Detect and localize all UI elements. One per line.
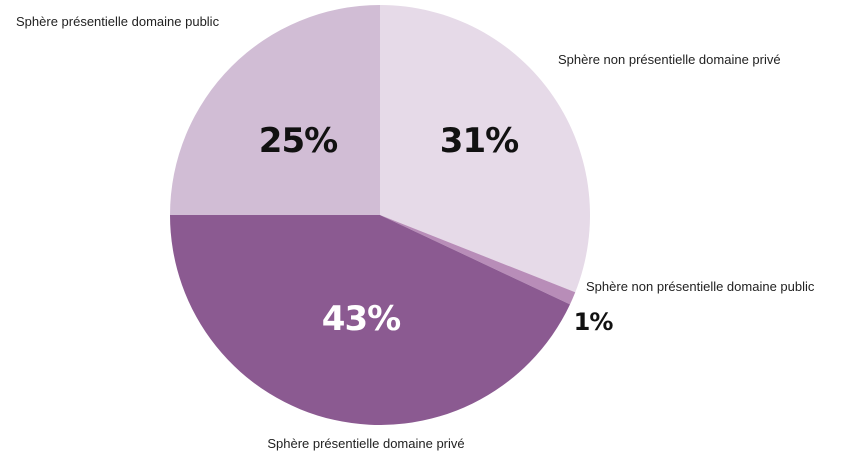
slice-name-sphere-presentielle-domaine-prive: Sphère présentielle domaine privé (267, 436, 464, 451)
slice-names-group: Sphère non présentielle domaine privé Sp… (16, 14, 815, 451)
slice-name-sphere-presentielle-domaine-public: Sphère présentielle domaine public (16, 14, 220, 29)
value-labels-group: 31% 1% 43% 25% (259, 121, 615, 339)
value-label-sphere-presentielle-domaine-prive: 43% (322, 299, 400, 339)
slice-sphere-presentielle-domaine-public (170, 5, 380, 215)
slice-name-sphere-non-presentielle-domaine-public: Sphère non présentielle domaine public (586, 279, 815, 294)
slice-sphere-non-presentielle-domaine-public (380, 215, 576, 305)
slice-name-sphere-non-presentielle-domaine-prive: Sphère non présentielle domaine privé (558, 52, 781, 67)
value-label-sphere-non-presentielle-domaine-public: 1% (574, 308, 614, 336)
value-label-sphere-presentielle-domaine-public: 25% (259, 121, 337, 161)
slice-sphere-non-presentielle-domaine-prive (380, 5, 590, 293)
value-label-sphere-non-presentielle-domaine-prive: 31% (440, 121, 518, 161)
slices-group (170, 5, 590, 425)
slice-sphere-presentielle-domaine-prive (170, 215, 571, 425)
